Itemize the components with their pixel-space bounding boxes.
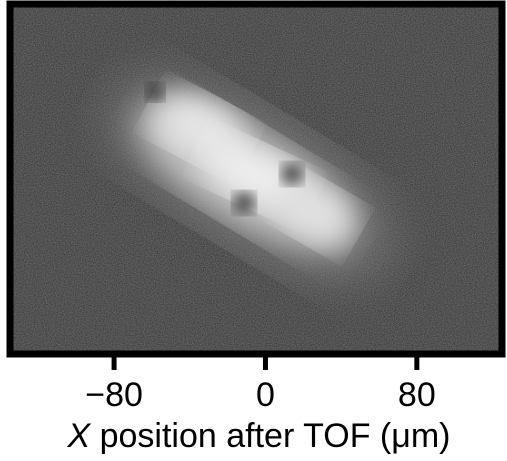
plot-frame bbox=[6, 0, 506, 358]
cloud-core-lower bbox=[276, 179, 354, 245]
x-tick-label-0: −80 bbox=[85, 376, 143, 414]
x-axis-label-rest: position after TOF (μm) bbox=[90, 417, 450, 455]
atom-cloud bbox=[113, 82, 387, 274]
x-tick-label-1: 0 bbox=[256, 376, 275, 414]
heatmap-image bbox=[10, 4, 502, 354]
x-axis: −80 0 80 bbox=[85, 356, 436, 414]
dark-hole-3 bbox=[233, 192, 255, 214]
dark-hole-1 bbox=[146, 83, 164, 101]
x-axis-label-italic: X bbox=[66, 417, 91, 455]
x-axis-label: X position after TOF (μm) bbox=[66, 417, 450, 455]
dark-hole-2 bbox=[281, 163, 303, 185]
x-tick-label-2: 80 bbox=[398, 376, 436, 414]
